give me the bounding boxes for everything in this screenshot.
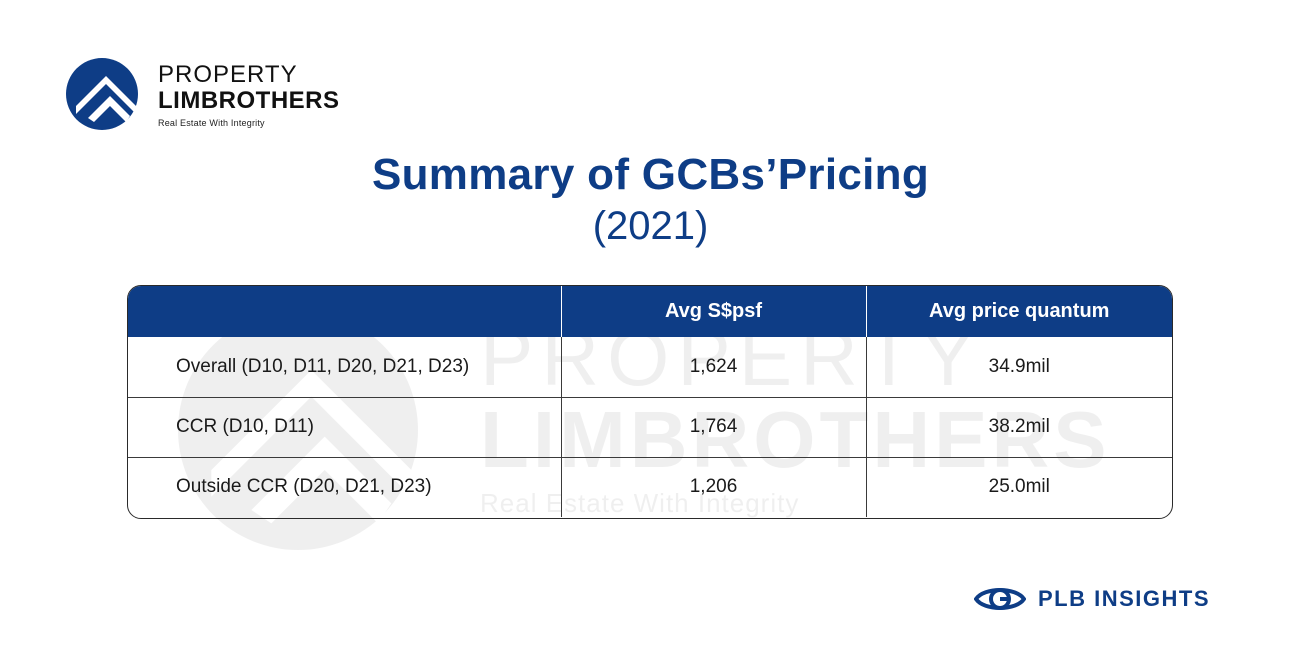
row-label: Outside CCR (D20, D21, D23) [128, 456, 561, 517]
table-header-row: Avg S$psf Avg price quantum [128, 286, 1172, 337]
row-avg-quantum: 34.9mil [865, 337, 1172, 397]
row-label: Overall (D10, D11, D20, D21, D23) [176, 355, 470, 377]
row-avg-quantum: 38.2mil [865, 396, 1172, 457]
logo-line-property: PROPERTY [158, 61, 298, 88]
row-avg-psf: 1,206 [560, 456, 866, 517]
plb-insights-brand: PLB INSIGHTS [974, 582, 1210, 616]
pricing-summary-table: Avg S$psf Avg price quantum Overall (D10… [127, 285, 1173, 519]
company-logo: PROPERTY LIMBROTHERS Real Estate With In… [66, 58, 366, 132]
table-row: CCR (D10, D11) 1,764 38.2mil [128, 396, 1172, 457]
header-cell-avg-quantum: Avg price quantum [865, 286, 1172, 337]
table-row: Overall (D10, D11, D20, D21, D23) 1,624 … [128, 337, 1172, 397]
house-roof-logo-icon [66, 58, 138, 130]
page-subtitle: (2021) [592, 204, 709, 248]
header-cell-avg-psf: Avg S$psf [560, 286, 866, 337]
page-title: Summary of GCBs’Pricing [371, 150, 930, 199]
row-avg-psf: 1,764 [560, 396, 866, 457]
row-avg-quantum: 25.0mil [865, 456, 1172, 517]
brand-label: PLB INSIGHTS [1038, 586, 1211, 611]
row-label: CCR (D10, D11) [128, 396, 561, 457]
logo-line-limbrothers: LIMBROTHERS [158, 87, 340, 114]
logo-tagline: Real Estate With Integrity [158, 118, 265, 128]
eye-icon [974, 588, 1026, 610]
table-row: Outside CCR (D20, D21, D23) 1,206 25.0mi… [128, 456, 1172, 517]
row-avg-psf: 1,624 [560, 337, 866, 397]
header-cell-category [128, 286, 561, 337]
